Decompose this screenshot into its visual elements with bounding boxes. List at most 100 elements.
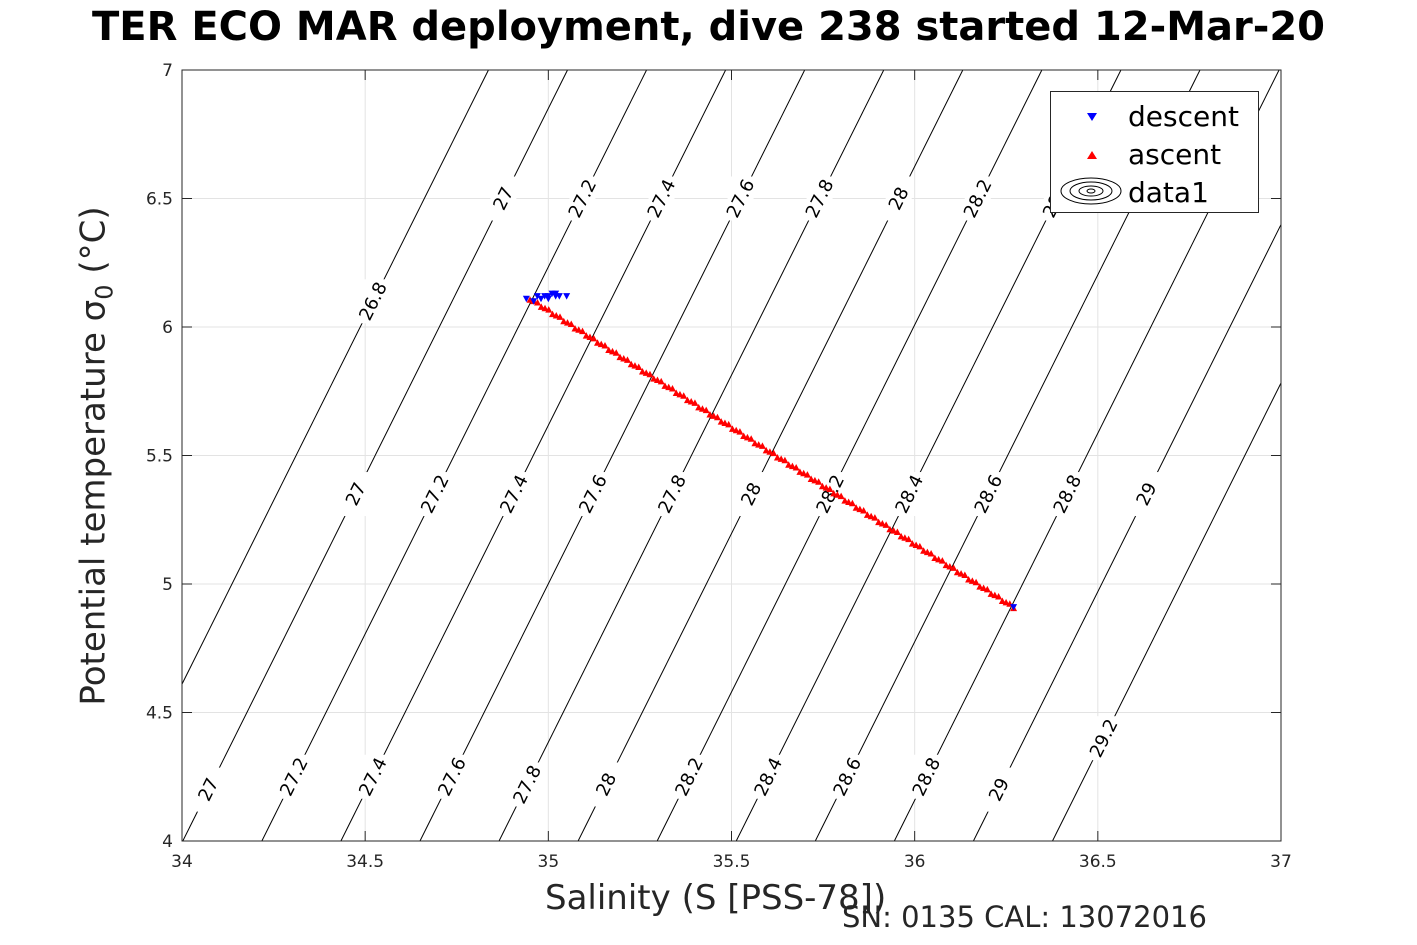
ascent-point [961,571,969,579]
ascent-point [848,499,856,507]
ascent-point [683,396,691,404]
ascent-point [852,504,860,511]
ascent-point [995,593,1003,600]
contour-label-gap [755,754,782,799]
contour-label-gap [1090,716,1117,761]
ascent-point [987,590,995,597]
x-tick-label: 35.5 [713,852,751,872]
contour-label-gap [975,472,1002,517]
contour-label-gap [580,472,607,517]
contour-label-gap [569,176,596,221]
ascent-point [710,412,718,419]
ascent-point [725,420,733,428]
contour-label-gap [359,754,386,799]
ascent-point [815,478,823,485]
descent-point [555,293,563,300]
contour-label-gap [195,767,222,812]
y-tick-label: 4 [162,832,173,852]
ascent-point [800,469,808,477]
ascent-point [680,392,688,399]
contour-labels: 26.82727.227.427.627.82828.228.42727.227… [194,176,1161,812]
ascent-point [875,518,883,526]
legend-entry-ascent: ascent [1051,134,1260,172]
ascent-point [672,389,680,396]
ascent-point [537,303,545,310]
ascent-point [856,505,864,513]
ascent-point [534,298,542,306]
ascent-point [627,360,635,368]
ascent-point [631,362,639,369]
ascent-point [766,448,774,455]
ascent-point [908,540,916,547]
ascent-point [597,340,605,348]
ascent-point [1002,598,1010,606]
ascent-point [897,532,905,540]
ascent-point [923,548,931,556]
ascent-point [901,534,909,541]
ascent-point [916,542,924,550]
ascent-point [695,403,703,411]
ascent-point [833,491,841,498]
descent-point [563,293,571,300]
y-tick-label: 7 [162,61,173,81]
ascent-point [676,390,684,398]
contour-label-gap [834,754,861,799]
ascent-point [717,418,725,425]
ascent-point [920,547,928,554]
ascent-point [541,304,549,312]
ascent-point [635,363,643,371]
descent-point [530,298,538,305]
x-tick-label: 34.5 [346,852,384,872]
contour-label-gap [439,754,466,799]
y-axis-label-unit: (°C) [73,206,114,285]
ascent-point [878,519,886,527]
descent-point [552,290,560,298]
ascent-point [732,426,740,434]
ascent-point [687,398,695,405]
ascent-point [796,468,804,475]
ascent-point [721,419,729,427]
x-axis-label: Salinity (S [PSS-78]) [545,878,887,918]
contour-label-gap [885,176,912,221]
ascent-point [616,353,624,361]
contour-label-gap [280,754,307,799]
y-tick-label: 6.5 [146,190,173,210]
y-tick-label: 6 [162,318,173,338]
contour-label-gap [360,279,387,324]
ascent-point [871,514,879,521]
ascent-point [882,521,890,528]
ascent-point [642,369,650,376]
y-axis-label-text: Potential temperature [73,321,114,706]
ascent-point [665,383,673,391]
ascent-point [657,377,665,385]
descent-point [537,295,545,303]
ascent-point [623,356,631,363]
ascent-point [905,535,913,543]
ascent-point [698,405,706,412]
x-tick-label: 35 [538,852,560,872]
ascent-point [590,334,598,342]
contour-label-gap [648,176,675,221]
ascent-point [773,454,781,461]
ascent-point [792,463,800,471]
ascent-point [931,554,939,561]
ascent-point [586,333,594,340]
ascent-point [593,339,601,346]
ascent-point [691,399,699,406]
ascent-point [549,310,557,318]
ascent-point [811,476,819,484]
ascent-point [976,583,984,590]
y-axis-label-subscript: 0 [90,284,119,300]
ascent-point [826,485,834,492]
ascent-point [841,497,849,504]
ascent-point [867,512,875,520]
legend-label-descent: descent [1128,100,1239,133]
ascent-point [777,455,785,462]
ascent-point [743,433,751,441]
contour-label-gap [964,176,991,221]
ascent-point [728,425,736,432]
ascent-point [950,564,958,571]
ascent-point [552,311,560,319]
ascent-point [564,319,572,326]
descent-point [533,293,541,300]
